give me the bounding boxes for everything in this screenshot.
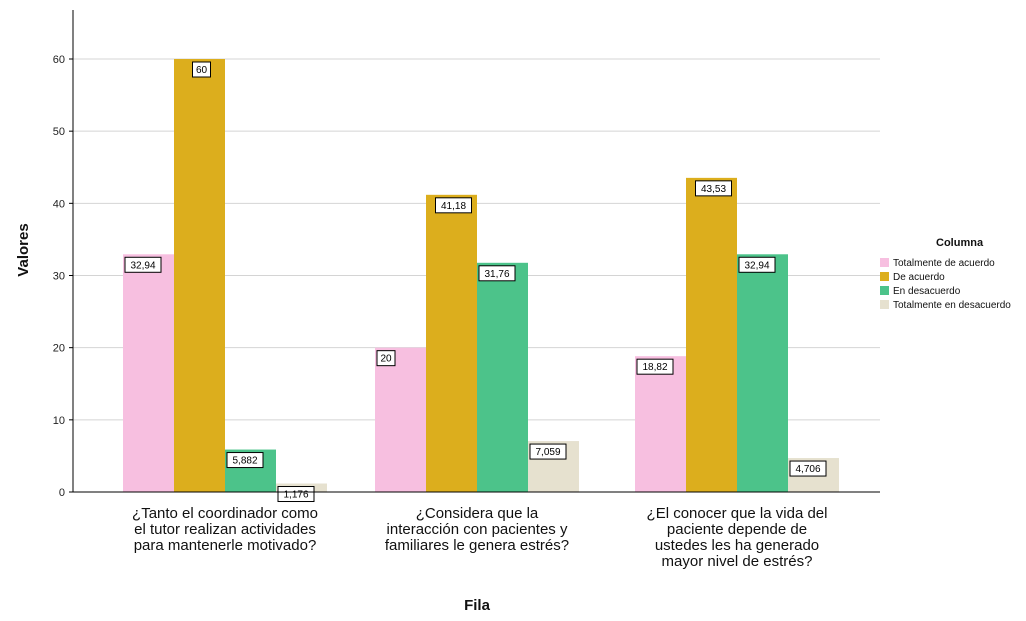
y-tick-label: 20: [53, 343, 65, 355]
bar: [426, 194, 477, 492]
data-label-box: [277, 486, 315, 503]
legend: Columna Totalmente de acuerdo De acuerdo E…: [880, 237, 1011, 311]
y-tick-label: 40: [53, 198, 65, 210]
y-tick-label: 10: [53, 415, 65, 427]
y-tick-label: 50: [53, 126, 65, 138]
data-labels-layer: 32,94 20 18,82 60 41,18 43,53 5,882 31,76 32,94 1…: [124, 61, 827, 503]
data-label-box: [124, 256, 162, 273]
data-label: 60: [196, 65, 208, 76]
bar: [123, 254, 174, 492]
legend-swatch: [880, 258, 889, 267]
x-axis-title: Fila: [464, 597, 490, 614]
data-label-box: [695, 180, 732, 197]
bar: [477, 262, 528, 492]
bar: [686, 177, 737, 492]
y-tick-label: 60: [53, 54, 65, 66]
legend-item-label: De acuerdo: [893, 272, 945, 283]
legend-title: Columna: [936, 237, 984, 249]
x-category-label: familiares le genera estrés?: [385, 537, 569, 554]
x-category-label: paciente depende de: [667, 521, 807, 538]
legend-swatch: [880, 286, 889, 295]
data-label: 31,76: [484, 269, 509, 280]
data-label: 32,94: [130, 260, 155, 271]
data-label-box: [226, 452, 264, 469]
x-category-label: mayor nivel de estrés?: [662, 553, 813, 570]
data-label: 41,18: [441, 201, 466, 212]
data-label-box: [192, 61, 211, 78]
data-label: 5,882: [232, 456, 257, 467]
data-label-box: [738, 256, 776, 273]
data-label-box: [478, 265, 516, 282]
data-label-box: [435, 197, 472, 214]
bars-layer: [123, 59, 839, 492]
data-label: 18,82: [642, 362, 667, 373]
bar: [635, 356, 686, 492]
data-label: 4,706: [795, 464, 820, 475]
x-category-label: interacción con pacientes y: [387, 521, 568, 538]
data-label: 32,94: [744, 260, 769, 271]
bar: [174, 59, 225, 492]
bar: [737, 254, 788, 492]
y-tick-label: 0: [59, 487, 65, 499]
bar: [375, 347, 426, 492]
x-category-label: el tutor realizan actividades: [134, 521, 316, 538]
legend-swatch: [880, 272, 889, 281]
x-category-label: ustedes les ha generado: [655, 537, 819, 554]
x-category-label: para mantenerle motivado?: [134, 537, 317, 554]
data-label: 43,53: [701, 184, 726, 195]
legend-item-label: Totalmente en desacuerdo: [893, 300, 1011, 311]
data-label: 20: [380, 354, 392, 365]
data-label-box: [636, 358, 674, 375]
data-label: 7,059: [535, 447, 560, 458]
y-tick-label: 30: [53, 271, 65, 283]
x-category-label: ¿Considera que la: [416, 505, 539, 522]
data-label-box: [789, 460, 827, 477]
legend-item-label: En desacuerdo: [893, 286, 961, 297]
data-label: 1,176: [283, 490, 308, 501]
y-ticks: 0 10 20 30 40 50 60: [53, 54, 73, 499]
x-category-label: ¿Tanto el coordinador como: [132, 505, 318, 522]
data-label-box: [529, 443, 567, 460]
legend-item-label: Totalmente de acuerdo: [893, 258, 995, 269]
legend-swatch: [880, 300, 889, 309]
data-label-box: [376, 350, 396, 367]
x-category-label: ¿El conocer que la vida del: [647, 505, 828, 522]
y-axis-title: Valores: [15, 223, 32, 276]
